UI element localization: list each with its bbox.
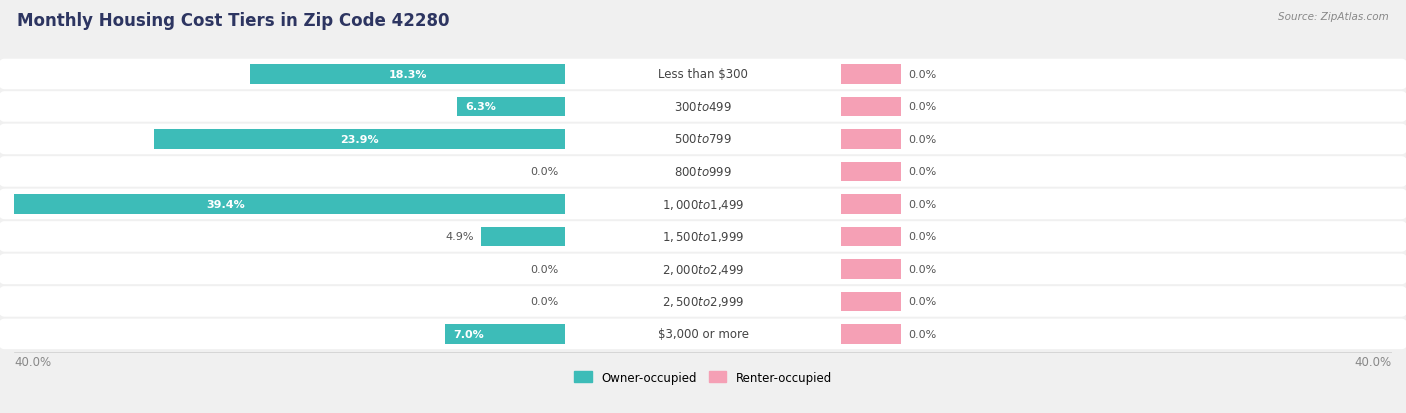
FancyBboxPatch shape <box>0 319 1406 349</box>
Text: $1,500 to $1,999: $1,500 to $1,999 <box>662 230 744 244</box>
Text: 39.4%: 39.4% <box>207 199 245 209</box>
Bar <box>444 324 565 344</box>
FancyBboxPatch shape <box>0 222 1406 252</box>
Text: 0.0%: 0.0% <box>530 167 558 177</box>
Text: 18.3%: 18.3% <box>388 70 427 80</box>
FancyBboxPatch shape <box>0 157 1406 187</box>
Text: $800 to $999: $800 to $999 <box>673 166 733 178</box>
Text: 0.0%: 0.0% <box>908 102 936 112</box>
Text: 0.0%: 0.0% <box>908 167 936 177</box>
Bar <box>841 162 901 182</box>
Bar <box>457 97 565 117</box>
Bar <box>153 130 565 150</box>
Text: $2,500 to $2,999: $2,500 to $2,999 <box>662 295 744 309</box>
Text: Less than $300: Less than $300 <box>658 68 748 81</box>
Text: Source: ZipAtlas.com: Source: ZipAtlas.com <box>1278 12 1389 22</box>
Text: 7.0%: 7.0% <box>453 329 484 339</box>
FancyBboxPatch shape <box>0 287 1406 317</box>
Text: 0.0%: 0.0% <box>530 264 558 274</box>
Bar <box>250 65 565 85</box>
Text: 0.0%: 0.0% <box>908 329 936 339</box>
FancyBboxPatch shape <box>0 189 1406 220</box>
FancyBboxPatch shape <box>0 59 1406 90</box>
FancyBboxPatch shape <box>0 254 1406 285</box>
Text: 0.0%: 0.0% <box>908 70 936 80</box>
Text: 0.0%: 0.0% <box>908 135 936 145</box>
Bar <box>841 195 901 214</box>
Bar <box>841 259 901 279</box>
Text: $300 to $499: $300 to $499 <box>673 101 733 114</box>
Text: 0.0%: 0.0% <box>908 199 936 209</box>
Text: $1,000 to $1,499: $1,000 to $1,499 <box>662 197 744 211</box>
Text: $2,000 to $2,499: $2,000 to $2,499 <box>662 262 744 276</box>
Bar <box>841 227 901 247</box>
Text: 0.0%: 0.0% <box>908 297 936 307</box>
Text: 40.0%: 40.0% <box>14 355 51 368</box>
Text: 0.0%: 0.0% <box>530 297 558 307</box>
Text: Monthly Housing Cost Tiers in Zip Code 42280: Monthly Housing Cost Tiers in Zip Code 4… <box>17 12 450 30</box>
Bar <box>841 324 901 344</box>
Text: $3,000 or more: $3,000 or more <box>658 328 748 341</box>
Text: 0.0%: 0.0% <box>908 264 936 274</box>
Bar <box>0 195 565 214</box>
Bar <box>841 65 901 85</box>
Bar <box>841 130 901 150</box>
FancyBboxPatch shape <box>0 92 1406 122</box>
Legend: Owner-occupied, Renter-occupied: Owner-occupied, Renter-occupied <box>569 366 837 389</box>
FancyBboxPatch shape <box>0 124 1406 155</box>
Text: 0.0%: 0.0% <box>908 232 936 242</box>
Text: 6.3%: 6.3% <box>465 102 496 112</box>
Text: 23.9%: 23.9% <box>340 135 378 145</box>
Bar <box>841 97 901 117</box>
Text: 40.0%: 40.0% <box>1355 355 1392 368</box>
Text: $500 to $799: $500 to $799 <box>673 133 733 146</box>
Text: 4.9%: 4.9% <box>446 232 474 242</box>
Bar <box>481 227 565 247</box>
Bar <box>841 292 901 311</box>
